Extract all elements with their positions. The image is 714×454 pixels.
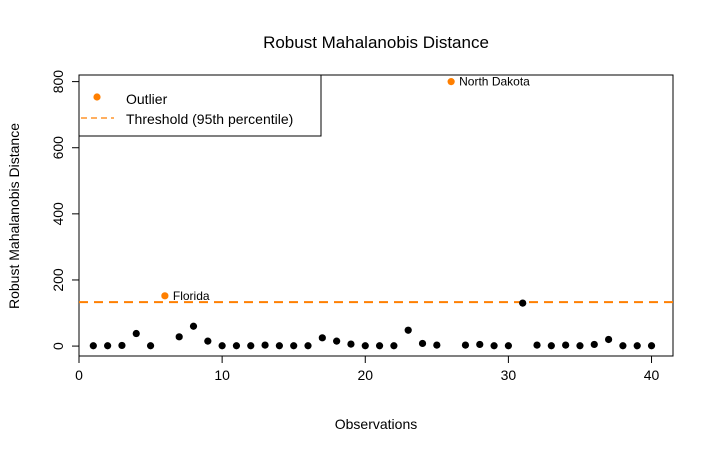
- legend-outlier-label: Outlier: [126, 91, 168, 107]
- x-tick-label: 20: [357, 367, 373, 383]
- data-point: [290, 342, 298, 350]
- data-point: [175, 333, 183, 341]
- legend: Outlier Threshold (95th percentile): [78, 74, 322, 137]
- data-point: [476, 340, 484, 349]
- y-axis: 0 200 400 600 800: [50, 70, 80, 350]
- data-point: [375, 342, 384, 350]
- data-point: [104, 342, 112, 350]
- data-point: [390, 342, 398, 350]
- data-point: [547, 342, 555, 350]
- data-point: [89, 342, 97, 350]
- data-point: [232, 342, 241, 350]
- data-point: [433, 341, 441, 349]
- data-point: [361, 342, 369, 350]
- data-point: [490, 342, 498, 350]
- data-point: [247, 342, 255, 350]
- legend-threshold-label: Threshold (95th percentile): [126, 111, 293, 127]
- data-point: [590, 340, 598, 349]
- data-point: [333, 337, 341, 345]
- data-point: [318, 334, 326, 342]
- data-point: [619, 342, 627, 350]
- data-point: [504, 342, 512, 350]
- outlier-point: [161, 292, 169, 300]
- x-tick-label: 30: [501, 367, 517, 383]
- y-tick-label: 400: [50, 202, 66, 226]
- data-point: [404, 326, 412, 334]
- data-point: [647, 342, 656, 350]
- data-point: [304, 342, 312, 350]
- outlier-point: [447, 78, 455, 86]
- data-point: [633, 342, 641, 350]
- data-point: [461, 341, 470, 349]
- data-point: [118, 341, 126, 350]
- y-tick-label: 200: [50, 268, 66, 292]
- x-axis: 0 10 20 30 40: [75, 355, 660, 383]
- data-point: [418, 339, 427, 348]
- y-tick-label: 800: [50, 70, 66, 94]
- outlier-annotation: North Dakota: [459, 75, 530, 89]
- data-point: [218, 342, 226, 350]
- x-tick-label: 10: [214, 367, 230, 383]
- outlier-annotation: Florida: [173, 289, 210, 303]
- data-point: [519, 299, 527, 307]
- annotations: Florida North Dakota: [173, 75, 530, 303]
- data-point: [533, 341, 541, 349]
- data-point: [146, 342, 155, 350]
- legend-box: [78, 74, 322, 137]
- legend-outlier-marker: [93, 93, 101, 101]
- data-point: [189, 322, 198, 330]
- y-tick-label: 600: [50, 136, 66, 160]
- data-point: [604, 335, 613, 344]
- chart-title: Robust Mahalanobis Distance: [263, 33, 489, 52]
- data-point: [204, 337, 212, 345]
- y-tick-label: 0: [50, 342, 66, 350]
- data-points: [89, 78, 656, 350]
- x-axis-title: Observations: [335, 416, 417, 432]
- data-point: [275, 342, 283, 350]
- data-point: [347, 340, 355, 348]
- x-tick-label: 40: [644, 367, 660, 383]
- data-point: [576, 342, 584, 350]
- y-axis-title: Robust Mahalanobis Distance: [6, 123, 22, 309]
- data-point: [562, 341, 570, 349]
- data-point: [132, 329, 140, 338]
- data-point: [261, 341, 269, 349]
- x-tick-label: 0: [75, 367, 83, 383]
